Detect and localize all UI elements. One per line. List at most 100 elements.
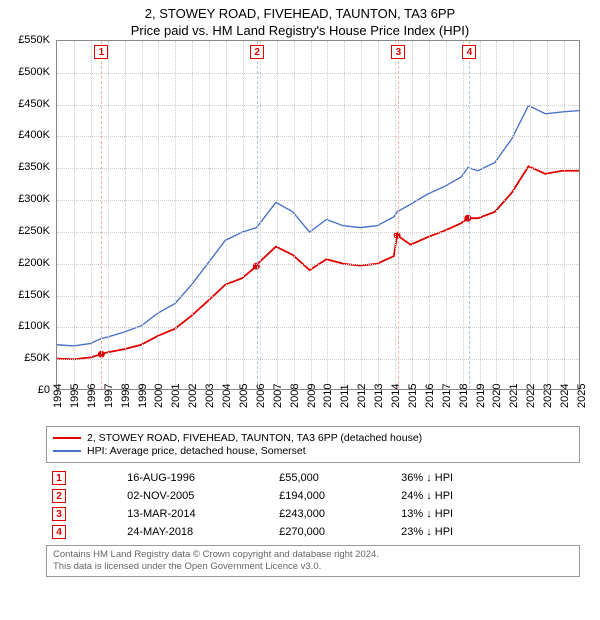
- gridline-vertical: [108, 41, 109, 389]
- sale-marker-line: [398, 41, 399, 389]
- x-tick-label: 2020: [491, 384, 503, 408]
- sale-index: 4: [46, 523, 121, 541]
- x-tick-label: 2025: [576, 384, 588, 408]
- y-tick-label: £100K: [18, 320, 50, 332]
- sale-marker-box: 2: [250, 45, 264, 59]
- gridline-horizontal: [57, 200, 579, 201]
- series-hpi: [57, 106, 579, 346]
- gridline-vertical: [446, 41, 447, 389]
- gridline-horizontal: [57, 327, 579, 328]
- x-tick-label: 2006: [255, 384, 267, 408]
- chart-title: 2, STOWEY ROAD, FIVEHEAD, TAUNTON, TA3 6…: [0, 0, 600, 40]
- gridline-vertical: [327, 41, 328, 389]
- y-tick-label: £150K: [18, 289, 50, 301]
- x-tick-label: 2017: [441, 384, 453, 408]
- gridline-horizontal: [57, 232, 579, 233]
- sale-price: £243,000: [273, 505, 395, 523]
- sale-date: 02-NOV-2005: [121, 487, 273, 505]
- gridline-vertical: [564, 41, 565, 389]
- chart-area: £0£50K£100K£150K£200K£250K£300K£350K£400…: [10, 40, 590, 418]
- x-tick-label: 2013: [373, 384, 385, 408]
- y-tick-label: £450K: [18, 98, 50, 110]
- sale-pct-vs-hpi: 24% ↓ HPI: [395, 487, 580, 505]
- footer-line-1: Contains HM Land Registry data © Crown c…: [53, 549, 573, 561]
- y-tick-label: £250K: [18, 225, 50, 237]
- gridline-vertical: [311, 41, 312, 389]
- footer-attribution: Contains HM Land Registry data © Crown c…: [46, 545, 580, 577]
- sale-marker-line: [469, 41, 470, 389]
- gridline-horizontal: [57, 168, 579, 169]
- legend-item: HPI: Average price, detached house, Some…: [53, 445, 573, 457]
- gridline-vertical: [260, 41, 261, 389]
- x-tick-label: 1996: [86, 384, 98, 408]
- legend-label: 2, STOWEY ROAD, FIVEHEAD, TAUNTON, TA3 6…: [87, 432, 422, 444]
- x-tick-label: 2003: [204, 384, 216, 408]
- x-tick-label: 2007: [272, 384, 284, 408]
- gridline-vertical: [395, 41, 396, 389]
- x-tick-label: 1994: [52, 384, 64, 408]
- x-tick-label: 2011: [339, 384, 351, 408]
- x-tick-label: 2001: [170, 384, 182, 408]
- gridline-vertical: [361, 41, 362, 389]
- gridline-vertical: [294, 41, 295, 389]
- sale-price: £55,000: [273, 469, 395, 487]
- sale-price: £270,000: [273, 523, 395, 541]
- x-tick-label: 1995: [69, 384, 81, 408]
- y-tick-label: £0: [38, 384, 50, 396]
- gridline-vertical: [209, 41, 210, 389]
- gridline-vertical: [496, 41, 497, 389]
- gridline-horizontal: [57, 264, 579, 265]
- legend: 2, STOWEY ROAD, FIVEHEAD, TAUNTON, TA3 6…: [46, 426, 580, 463]
- gridline-vertical: [463, 41, 464, 389]
- x-tick-label: 2004: [221, 384, 233, 408]
- sale-marker-box: 1: [94, 45, 108, 59]
- sale-index: 1: [46, 469, 121, 487]
- x-tick-label: 2005: [238, 384, 250, 408]
- chart-svg: [57, 41, 579, 389]
- sales-table: 116-AUG-1996£55,00036% ↓ HPI202-NOV-2005…: [46, 469, 580, 541]
- gridline-vertical: [91, 41, 92, 389]
- x-tick-label: 2024: [559, 384, 571, 408]
- y-tick-label: £400K: [18, 129, 50, 141]
- sale-marker-line: [101, 41, 102, 389]
- gridline-vertical: [277, 41, 278, 389]
- gridline-vertical: [530, 41, 531, 389]
- x-tick-label: 2009: [306, 384, 318, 408]
- y-tick-label: £350K: [18, 161, 50, 173]
- footer-line-2: This data is licensed under the Open Gov…: [53, 561, 573, 573]
- gridline-horizontal: [57, 359, 579, 360]
- y-tick-label: £200K: [18, 257, 50, 269]
- x-tick-label: 2019: [475, 384, 487, 408]
- gridline-vertical: [158, 41, 159, 389]
- sale-marker-line: [257, 41, 258, 389]
- x-tick-label: 2002: [187, 384, 199, 408]
- x-tick-label: 1999: [137, 384, 149, 408]
- x-tick-label: 2022: [525, 384, 537, 408]
- sale-marker-box: 4: [462, 45, 476, 59]
- table-row: 202-NOV-2005£194,00024% ↓ HPI: [46, 487, 580, 505]
- gridline-vertical: [378, 41, 379, 389]
- table-row: 424-MAY-2018£270,00023% ↓ HPI: [46, 523, 580, 541]
- legend-item: 2, STOWEY ROAD, FIVEHEAD, TAUNTON, TA3 6…: [53, 432, 573, 444]
- plot-area: 1234: [56, 40, 580, 390]
- x-tick-label: 2010: [322, 384, 334, 408]
- gridline-vertical: [344, 41, 345, 389]
- gridline-vertical: [412, 41, 413, 389]
- gridline-horizontal: [57, 73, 579, 74]
- x-axis: 1994199519961997199819992000200120022003…: [56, 390, 580, 418]
- table-row: 313-MAR-2014£243,00013% ↓ HPI: [46, 505, 580, 523]
- x-tick-label: 2014: [390, 384, 402, 408]
- gridline-horizontal: [57, 136, 579, 137]
- gridline-vertical: [192, 41, 193, 389]
- x-tick-label: 2000: [153, 384, 165, 408]
- sale-index: 3: [46, 505, 121, 523]
- title-line-1: 2, STOWEY ROAD, FIVEHEAD, TAUNTON, TA3 6…: [0, 6, 600, 21]
- sale-pct-vs-hpi: 13% ↓ HPI: [395, 505, 580, 523]
- legend-label: HPI: Average price, detached house, Some…: [87, 445, 306, 457]
- x-tick-label: 1998: [120, 384, 132, 408]
- y-axis: £0£50K£100K£150K£200K£250K£300K£350K£400…: [10, 40, 56, 390]
- x-tick-label: 2018: [458, 384, 470, 408]
- x-tick-label: 2016: [424, 384, 436, 408]
- x-tick-label: 2015: [407, 384, 419, 408]
- title-line-2: Price paid vs. HM Land Registry's House …: [0, 23, 600, 38]
